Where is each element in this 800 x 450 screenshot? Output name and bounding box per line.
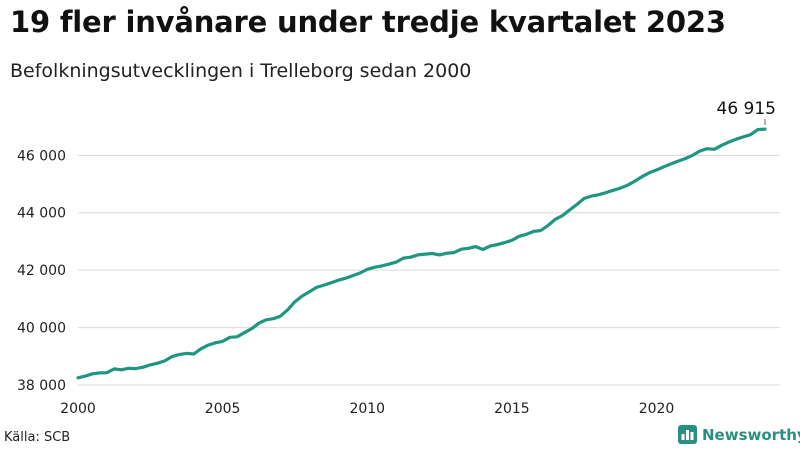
x-tick-label: 2000: [60, 401, 96, 417]
population-series-line: [76, 127, 767, 380]
x-tick-label: 2010: [349, 401, 385, 417]
chart-subtitle: Befolkningsutvecklingen i Trelleborg sed…: [10, 60, 472, 82]
x-tick-label: 2005: [205, 401, 241, 417]
y-tick-label: 40 000: [17, 321, 66, 337]
data-series: [76, 127, 767, 380]
newsworthy-logo: Newsworthy: [678, 425, 800, 444]
x-axis-tick-labels: 2000 2005 2010 2015 2020: [60, 401, 674, 417]
y-tick-label: 44 000: [17, 206, 66, 222]
x-tick-label: 2020: [639, 401, 675, 417]
grid-lines: [78, 154, 780, 386]
y-tick-label: 42 000: [17, 263, 66, 279]
last-value-annotation: 46 915: [717, 99, 776, 126]
chart-title: 19 fler invånare under tredje kvartalet …: [10, 5, 726, 39]
y-tick-label: 46 000: [17, 148, 66, 164]
brand-name: Newsworthy: [702, 425, 800, 444]
y-axis-tick-labels: 38 000 40 000 42 000 44 000 46 000: [17, 148, 66, 394]
last-value-label: 46 915: [717, 99, 776, 119]
source-note: Källa: SCB: [4, 430, 71, 445]
y-tick-label: 38 000: [17, 378, 66, 394]
x-tick-label: 2015: [494, 401, 530, 417]
bar-chart-icon: [678, 425, 697, 444]
